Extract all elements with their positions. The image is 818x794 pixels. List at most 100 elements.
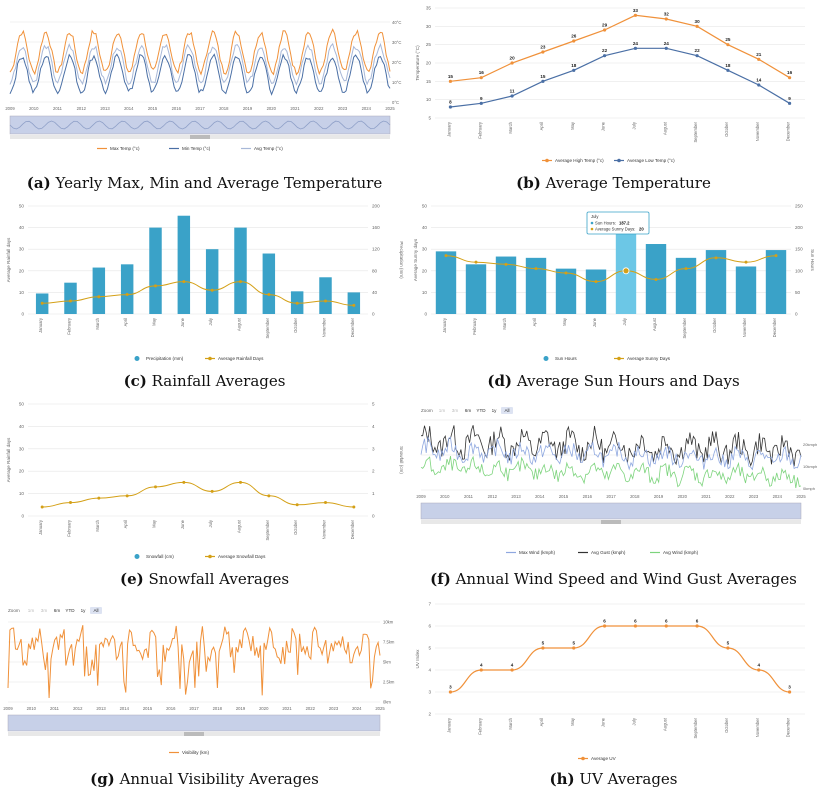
scrollbar-thumb[interactable] — [190, 135, 210, 139]
x-tick-label: 2023 — [749, 494, 759, 499]
data-point — [474, 260, 478, 264]
x-tick-label: 2025 — [385, 106, 395, 111]
y2-tick-label: 3 — [372, 446, 375, 451]
x-tick-label: 2009 — [3, 706, 13, 711]
zoom-option[interactable]: 1y — [81, 608, 87, 613]
data-point — [210, 489, 214, 493]
zoom-option[interactable]: 6m — [54, 608, 61, 613]
panel-e: 0 10 20 30 40 50 0 1 2 3 4 5 Average Rainfall days Sn… — [0, 396, 409, 594]
data-point — [324, 299, 327, 303]
x-tick-label: January — [446, 717, 451, 733]
zoom-option[interactable]: 6m — [465, 408, 472, 413]
x-tick-label: 2019 — [243, 106, 253, 111]
bar — [319, 277, 332, 314]
zoom-label: Zoom — [8, 608, 20, 613]
x-tick-label: September — [265, 317, 270, 338]
zoom-option[interactable]: 1y — [492, 408, 498, 413]
legend-dot — [617, 356, 621, 361]
x-tick-label: January — [442, 317, 447, 333]
data-label: 15 — [448, 74, 454, 79]
data-point — [541, 79, 545, 83]
y2-tick-label: 2 — [372, 469, 375, 474]
chart-d: 0 10 20 30 40 50 0 50 100 150 200 250 Average Sunny … — [413, 204, 815, 361]
x-tick-label: November — [322, 317, 327, 337]
caption-f: (f) Annual Wind Speed and Wind Gust Aver… — [430, 570, 797, 588]
zoom-option[interactable]: All — [93, 608, 98, 613]
zoom-active-bg — [501, 407, 513, 414]
x-tick-label: 2010 — [440, 494, 450, 499]
x-tick-label: 2010 — [27, 706, 37, 711]
x-tick-label: 2019 — [654, 494, 664, 499]
legend-item: Average Sunny Days — [627, 356, 671, 361]
legend-item: Snowfall (cm) — [146, 554, 174, 559]
zoom-option[interactable]: 1m — [439, 408, 446, 413]
x-tick-label: April — [532, 318, 537, 326]
zoom-option[interactable]: 1m — [28, 608, 35, 613]
x-tick-label: 2012 — [73, 706, 83, 711]
series-line — [450, 625, 790, 693]
x-tick-label: 2016 — [583, 494, 593, 499]
x-tick-label: 2021 — [701, 494, 711, 499]
tooltip-title: July — [591, 214, 599, 219]
panel-f: Zoom 1m 3m 6m YTD 1y All 20kmph 10kmph 0kmph 2009 2… — [409, 396, 818, 594]
x-tick-label: 2021 — [282, 706, 292, 711]
x-tick-label: 2012 — [488, 494, 498, 499]
x-tick-label: August — [237, 317, 242, 331]
y-tick-label: 7 — [428, 602, 431, 607]
series-line-1 — [450, 47, 790, 108]
caption-c: (c) Rainfall Averages — [123, 372, 286, 390]
zoom-option[interactable]: 3m — [41, 608, 48, 613]
y-tick-label: 3 — [428, 690, 431, 695]
x-tick-label: 2017 — [189, 706, 199, 711]
data-point — [714, 256, 718, 260]
legend-item: Max Wind (kmph) — [519, 550, 555, 555]
caption-a: (a) Yearly Max, Min and Average Temperat… — [26, 174, 383, 192]
y-tick-label: 10 — [19, 290, 25, 295]
zoom-option[interactable]: All — [504, 408, 509, 413]
series-line — [42, 481, 354, 508]
x-tick-label: March — [508, 121, 513, 133]
caption-g: (g) Annual Visibility Averages — [90, 770, 319, 788]
x-tick-label: December — [772, 317, 777, 337]
data-point — [787, 690, 792, 694]
x-tick-label: March — [95, 317, 100, 329]
x-tick-label: 2013 — [511, 494, 521, 499]
data-point — [787, 76, 792, 80]
y-tick-label: 0km — [383, 700, 391, 705]
data-label: 3 — [449, 685, 452, 690]
legend-marker — [134, 356, 140, 361]
data-point — [479, 101, 483, 105]
data-point — [664, 624, 668, 628]
scrollbar-thumb[interactable] — [601, 520, 621, 524]
legend-item: Avg Temp (°c) — [254, 146, 283, 151]
data-point — [448, 690, 453, 694]
x-tick-label: August — [237, 519, 242, 533]
x-tick-label: October — [712, 317, 717, 333]
zoom-option[interactable]: YTD — [65, 608, 75, 613]
x-tick-label: July — [208, 317, 213, 325]
series-line-1 — [421, 425, 802, 467]
x-tick-label: May — [570, 717, 575, 726]
chart-a: 40°C 30°C 20°C 10°C 0°C 2009 2010 2011 2012 2013 2… — [5, 20, 401, 151]
x-tick-label: March — [95, 519, 100, 531]
y2-tick-label: 100 — [795, 268, 803, 273]
bar — [177, 215, 191, 314]
zoom-option[interactable]: YTD — [476, 408, 486, 413]
bar — [735, 266, 757, 314]
x-tick-label: August — [662, 717, 667, 731]
y2-tick-label: 0 — [372, 514, 375, 519]
legend-item: Average High Temp (°c) — [555, 158, 604, 163]
data-label: 11 — [510, 89, 515, 94]
y2-tick-label: 160 — [372, 225, 380, 230]
x-tick-label: February — [472, 317, 477, 335]
legend-item: Avg Gust (kmph) — [591, 550, 626, 555]
data-label: 14 — [756, 78, 762, 83]
data-point — [97, 295, 101, 299]
zoom-option[interactable]: 3m — [452, 408, 459, 413]
navigator-series — [9, 120, 391, 130]
x-tick-label: March — [502, 317, 507, 329]
x-tick-label: 2024 — [773, 494, 783, 499]
data-label: 5 — [572, 641, 575, 646]
x-tick-label: 2010 — [29, 106, 39, 111]
scrollbar-thumb[interactable] — [184, 732, 204, 736]
